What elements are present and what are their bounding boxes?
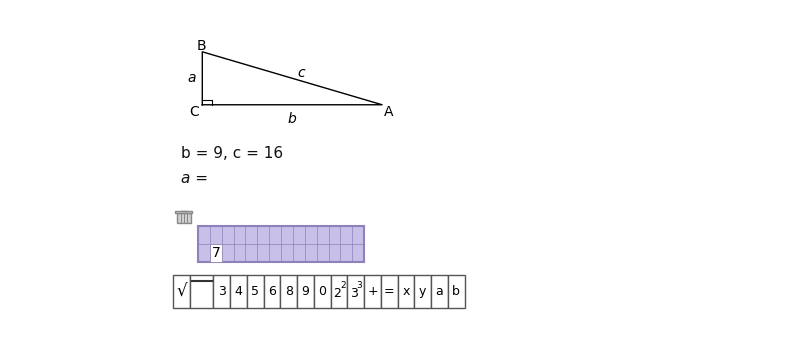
Text: a: a <box>435 285 443 298</box>
Text: a =: a = <box>181 171 208 186</box>
Bar <box>381 275 398 308</box>
Text: 2: 2 <box>340 281 346 290</box>
Bar <box>364 275 381 308</box>
Text: x: x <box>402 285 410 298</box>
Text: y: y <box>419 285 426 298</box>
Text: 3: 3 <box>357 281 362 290</box>
Text: a: a <box>187 71 196 85</box>
Text: 3: 3 <box>350 287 358 300</box>
Text: b: b <box>452 285 460 298</box>
Bar <box>214 275 230 308</box>
Bar <box>177 212 190 223</box>
Text: 0: 0 <box>318 285 326 298</box>
Text: b = 9, c = 16: b = 9, c = 16 <box>181 146 282 161</box>
Text: 3: 3 <box>218 285 226 298</box>
Bar <box>414 275 431 308</box>
Text: c: c <box>298 66 306 80</box>
Text: 4: 4 <box>234 285 242 298</box>
Text: 7: 7 <box>211 246 220 260</box>
Text: 2: 2 <box>333 287 341 300</box>
Bar <box>264 275 281 308</box>
Bar <box>210 244 222 262</box>
Bar <box>398 275 414 308</box>
Text: b: b <box>288 112 297 126</box>
Text: A: A <box>383 105 393 119</box>
Text: =: = <box>384 285 394 298</box>
Bar <box>297 275 314 308</box>
Text: +: + <box>367 285 378 298</box>
Bar <box>314 275 330 308</box>
Bar <box>198 226 364 262</box>
Bar <box>230 275 247 308</box>
Bar <box>247 275 264 308</box>
Bar <box>175 211 192 212</box>
Bar <box>330 275 347 308</box>
Bar <box>347 275 364 308</box>
Bar <box>190 275 214 308</box>
Bar <box>431 275 448 308</box>
Text: √: √ <box>176 282 187 300</box>
Text: C: C <box>190 105 199 119</box>
Bar <box>448 275 465 308</box>
Text: 6: 6 <box>268 285 276 298</box>
Text: B: B <box>196 39 206 53</box>
Text: 8: 8 <box>285 285 293 298</box>
Bar <box>281 275 297 308</box>
Text: 5: 5 <box>251 285 259 298</box>
Text: 9: 9 <box>302 285 310 298</box>
Bar <box>173 275 190 308</box>
